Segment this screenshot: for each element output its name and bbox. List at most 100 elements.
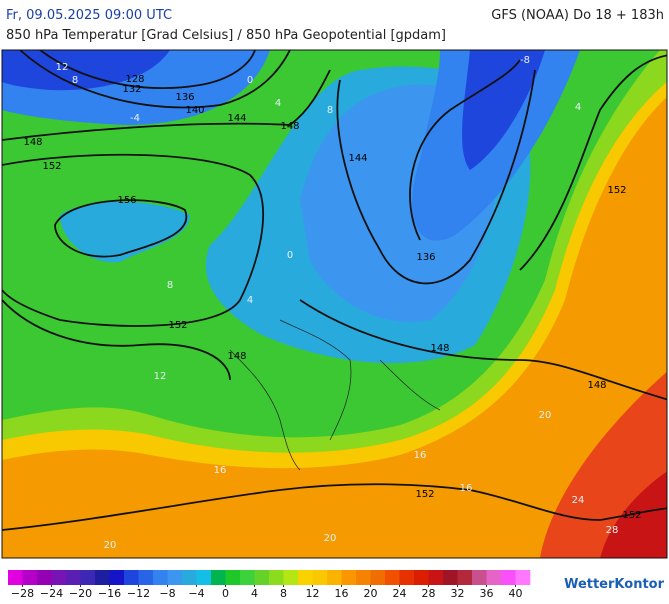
map-label: -8 — [520, 55, 530, 66]
map-label: 136 — [416, 252, 435, 263]
colorbar-swatch — [428, 570, 444, 585]
colorbar-swatch — [385, 570, 400, 585]
colorbar-label: 12 — [306, 587, 320, 600]
map-label: 4 — [247, 295, 253, 306]
map-label: 16 — [460, 483, 473, 494]
map-label: 148 — [227, 351, 246, 362]
map-label: -4 — [130, 113, 140, 124]
colorbar-swatch — [327, 570, 342, 585]
map-label: 152 — [42, 161, 61, 172]
colorbar-label: −4 — [188, 587, 204, 600]
map-label: 156 — [117, 195, 136, 206]
colorbar-swatch — [8, 570, 23, 585]
map-label: 148 — [23, 137, 42, 148]
zone — [2, 50, 170, 91]
map-label: 16 — [214, 465, 227, 476]
colorbar-swatch — [298, 570, 313, 585]
colorbar-swatch — [370, 570, 386, 585]
model: GFS (NOAA) Do 18 + 183h — [491, 8, 664, 23]
colorbar-label: 32 — [451, 587, 465, 600]
colorbar-swatch — [211, 570, 226, 585]
map-label: 20 — [324, 533, 337, 544]
colorbar-swatch — [124, 570, 139, 585]
colorbar-swatch — [501, 570, 516, 585]
colorbar-label: −8 — [159, 587, 175, 600]
colorbar-label: −20 — [69, 587, 92, 600]
colorbar-swatch — [269, 570, 284, 585]
colorbar-label: 8 — [280, 587, 287, 600]
colorbar-label: −28 — [11, 587, 34, 600]
datetime: Fr, 09.05.2025 09:00 UTC — [6, 8, 172, 23]
colorbar-swatch — [51, 570, 67, 585]
map-label: 148 — [587, 380, 606, 391]
colorbar-swatch — [472, 570, 487, 585]
map-label: 140 — [185, 105, 204, 116]
map-label: 24 — [572, 495, 585, 506]
colorbar-swatch — [254, 570, 270, 585]
colorbar-swatch — [225, 570, 241, 585]
map-frame — [1, 49, 668, 559]
colorbar-label: 24 — [393, 587, 407, 600]
colorbar-swatch — [457, 570, 473, 585]
map-label: 152 — [415, 489, 434, 500]
map-label: 144 — [348, 153, 367, 164]
map-label: 132 — [122, 84, 141, 95]
colorbar-label: 36 — [480, 587, 494, 600]
map-label: 152 — [168, 320, 187, 331]
map-label: 136 — [175, 92, 194, 103]
colorbar-swatch — [138, 570, 154, 585]
colorbar-swatch — [283, 570, 299, 585]
map-label: 8 — [167, 280, 173, 291]
colorbar-label: 28 — [422, 587, 436, 600]
colorbar-swatch — [80, 570, 96, 585]
logo: WetterKontor — [564, 577, 665, 592]
map-label: 148 — [280, 121, 299, 132]
colorbar-swatch — [356, 570, 371, 585]
map-label: 152 — [607, 185, 626, 196]
colorbar-swatch — [196, 570, 212, 585]
colorbar-swatch — [399, 570, 415, 585]
colorbar-swatch — [22, 570, 38, 585]
colorbar-swatch — [414, 570, 429, 585]
colorbar-swatch — [109, 570, 125, 585]
colorbar-swatch — [37, 570, 52, 585]
colorbar-label: −12 — [127, 587, 150, 600]
colorbar-swatch — [66, 570, 81, 585]
colorbar-label: 16 — [335, 587, 349, 600]
map-label: 20 — [104, 540, 117, 551]
map-label: 16 — [414, 450, 427, 461]
colorbar-label: 40 — [509, 587, 523, 600]
map-label: 12 — [56, 62, 69, 73]
map-label: 148 — [430, 343, 449, 354]
colorbar-label: 20 — [364, 587, 378, 600]
colorbar-swatch — [515, 570, 531, 585]
map-label: 0 — [287, 250, 293, 261]
colorbar-swatch — [443, 570, 458, 585]
colorbar-label: −16 — [98, 587, 121, 600]
colorbar-swatch — [312, 570, 328, 585]
colorbar-swatch — [240, 570, 255, 585]
map — [2, 50, 667, 558]
colorbar-label: 4 — [251, 587, 258, 600]
colorbar-swatch — [167, 570, 183, 585]
map-label: 4 — [575, 102, 581, 113]
map-label: 152 — [622, 510, 641, 521]
map-label: 8 — [327, 105, 333, 116]
map-label: 20 — [539, 410, 552, 421]
colorbar-swatch — [182, 570, 197, 585]
colorbar-label: 0 — [222, 587, 229, 600]
map-label: 128 — [125, 74, 144, 85]
colorbar-swatch — [341, 570, 357, 585]
map-label: 28 — [606, 525, 619, 536]
map-label: 8 — [72, 75, 78, 86]
colorbar-swatch — [486, 570, 502, 585]
map-label: 4 — [275, 98, 281, 109]
map-label: 144 — [227, 113, 246, 124]
colorbar-swatch — [95, 570, 110, 585]
colorbar-label: −24 — [40, 587, 63, 600]
subtitle: 850 hPa Temperatur [Grad Celsius] / 850 … — [6, 28, 446, 43]
borders — [229, 319, 441, 471]
map-label: 12 — [154, 371, 167, 382]
colorbar-swatch — [153, 570, 168, 585]
